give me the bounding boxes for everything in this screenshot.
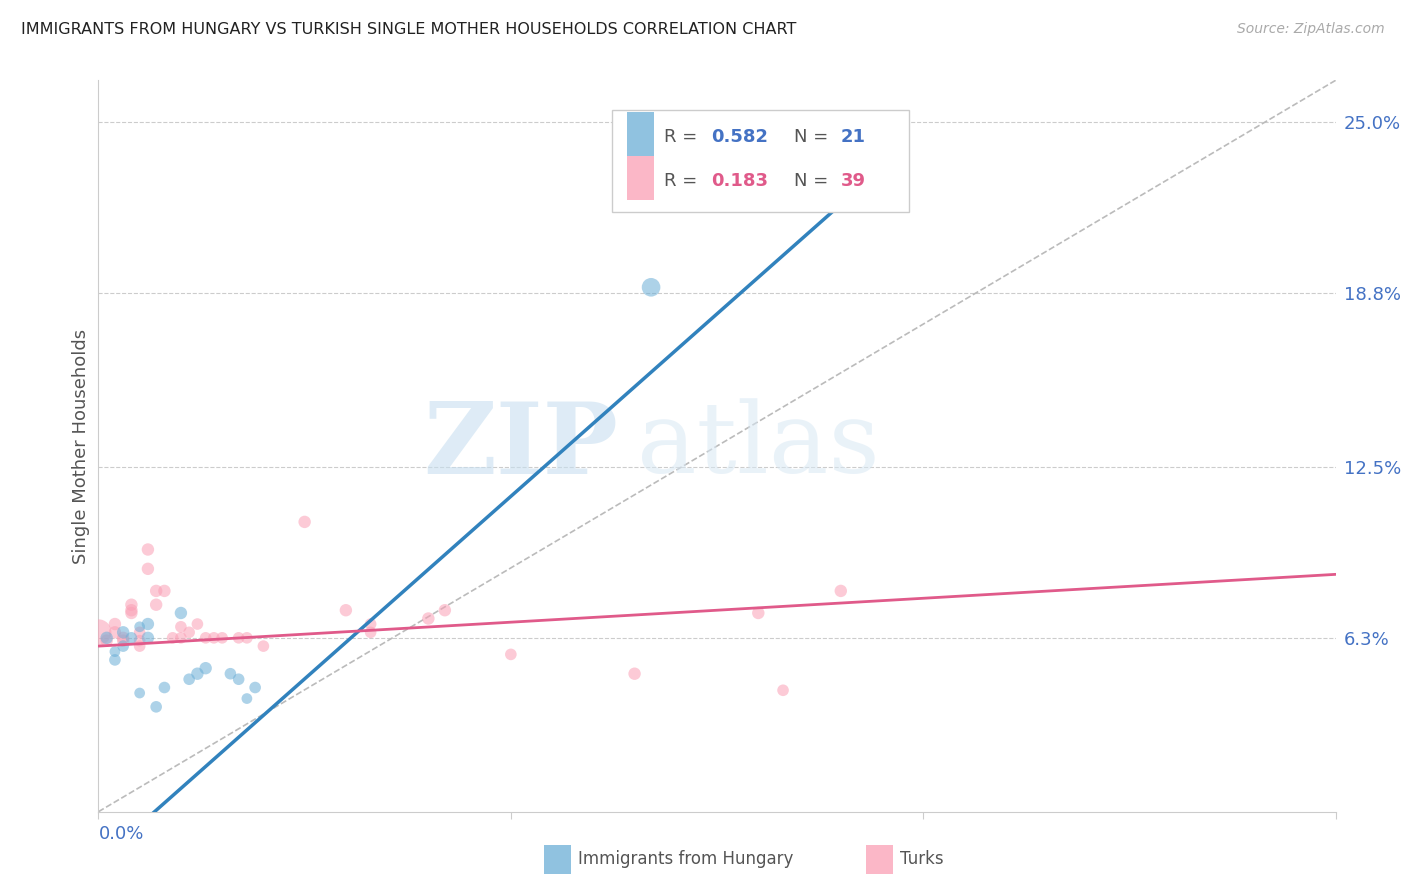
Point	[145, 598, 167, 612]
Point	[747, 606, 769, 620]
Point	[112, 625, 135, 640]
FancyBboxPatch shape	[544, 845, 571, 874]
FancyBboxPatch shape	[866, 845, 893, 874]
Point	[243, 681, 266, 695]
Text: R =: R =	[664, 172, 703, 190]
Point	[112, 633, 135, 648]
Point	[194, 661, 217, 675]
Point	[360, 617, 382, 632]
Point	[179, 672, 201, 686]
Point	[96, 633, 118, 648]
Point	[170, 606, 193, 620]
Point	[128, 633, 150, 648]
Point	[104, 625, 127, 640]
Point	[294, 515, 316, 529]
Point	[202, 631, 225, 645]
Point	[640, 280, 662, 294]
Point	[236, 631, 259, 645]
Point	[120, 606, 142, 620]
FancyBboxPatch shape	[612, 110, 908, 212]
Point	[153, 681, 176, 695]
Text: Turks: Turks	[900, 850, 943, 868]
Text: 39: 39	[841, 172, 866, 190]
Text: 21: 21	[841, 128, 866, 146]
Point	[128, 686, 150, 700]
FancyBboxPatch shape	[627, 112, 654, 155]
Point	[499, 648, 522, 662]
Point	[145, 583, 167, 598]
Point	[120, 603, 142, 617]
Text: ZIP: ZIP	[423, 398, 619, 494]
Point	[104, 645, 127, 659]
Point	[418, 611, 440, 625]
Text: Immigrants from Hungary: Immigrants from Hungary	[578, 850, 794, 868]
Point	[128, 620, 150, 634]
Point	[136, 562, 159, 576]
Point	[623, 666, 645, 681]
Text: 0.582: 0.582	[711, 128, 768, 146]
Point	[194, 631, 217, 645]
Point	[104, 653, 127, 667]
Point	[335, 603, 357, 617]
Point	[112, 639, 135, 653]
Point	[228, 631, 250, 645]
Point	[252, 639, 274, 653]
Point	[112, 631, 135, 645]
Point	[96, 631, 118, 645]
Text: 0.183: 0.183	[711, 172, 768, 190]
Point	[136, 631, 159, 645]
Point	[153, 583, 176, 598]
Point	[136, 542, 159, 557]
Point	[360, 625, 382, 640]
Text: IMMIGRANTS FROM HUNGARY VS TURKISH SINGLE MOTHER HOUSEHOLDS CORRELATION CHART: IMMIGRANTS FROM HUNGARY VS TURKISH SINGL…	[21, 22, 796, 37]
FancyBboxPatch shape	[627, 155, 654, 200]
Text: N =: N =	[794, 128, 834, 146]
Point	[219, 666, 242, 681]
Point	[162, 631, 184, 645]
Point	[186, 666, 208, 681]
Point	[186, 617, 208, 632]
Point	[236, 691, 259, 706]
Y-axis label: Single Mother Households: Single Mother Households	[72, 328, 90, 564]
Text: R =: R =	[664, 128, 703, 146]
Point	[136, 617, 159, 632]
Point	[772, 683, 794, 698]
Point	[120, 631, 142, 645]
Point	[128, 639, 150, 653]
Text: N =: N =	[794, 172, 834, 190]
Point	[128, 625, 150, 640]
Text: Source: ZipAtlas.com: Source: ZipAtlas.com	[1237, 22, 1385, 37]
Point	[87, 625, 110, 640]
Point	[433, 603, 456, 617]
Point	[830, 583, 852, 598]
Point	[145, 699, 167, 714]
Point	[228, 672, 250, 686]
Point	[120, 598, 142, 612]
Point	[170, 620, 193, 634]
Point	[211, 631, 233, 645]
Point	[179, 625, 201, 640]
Text: atlas: atlas	[637, 398, 879, 494]
Point	[170, 631, 193, 645]
Text: 0.0%: 0.0%	[98, 825, 143, 843]
Point	[104, 617, 127, 632]
